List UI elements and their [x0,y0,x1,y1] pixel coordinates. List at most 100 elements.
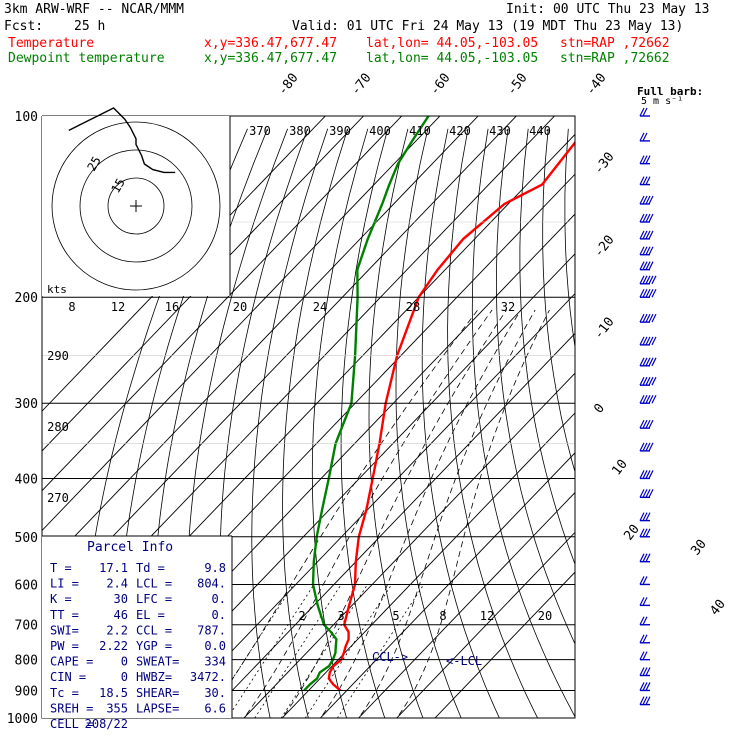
model-title: 3km ARW-WRF -- NCAR/MMM [4,2,185,17]
pressure-label: 100 [15,110,38,125]
dry-adiabat [368,128,424,718]
wind-barb [639,357,657,367]
isotherm-label: -40 [583,71,609,99]
dewpoint-legend: Dewpoint temperature [8,51,165,66]
dry-adiabat [689,129,740,731]
wind-barb [639,132,650,142]
mixing-ratio-label: 20 [538,609,552,623]
mixing-ratio-line [336,584,425,718]
valid-time: Valid: 01 UTC Fri 24 May 13 (19 MDT Thu … [292,19,684,34]
speed-label: 12 [111,300,125,314]
wind-barb [639,553,651,563]
parcel-field-name: LCL = [136,577,172,591]
theta-label: 390 [329,124,351,138]
hodograph-trace [68,107,176,174]
theta-label: 430 [489,124,511,138]
parcel-info-title: Parcel Info [87,540,173,555]
isotherm-label: -10 [591,315,617,343]
hodograph-unit: kts [47,283,67,296]
parcel-field-value: 17.1 [99,561,128,575]
parcel-field-value: 0. [212,592,226,606]
wind-barb [639,634,650,644]
dry-adiabat [628,129,740,731]
parcel-field-name: SREH = [50,701,93,715]
parcel-info-panel [42,536,232,718]
dry-adiabat [649,129,740,731]
hodograph-ring [107,177,165,235]
parcel-field-value: 2.2 [106,623,128,637]
mixing-ratio-line [227,584,315,718]
forecast-hour: 25 h [74,19,106,34]
isotherm-label: -20 [591,233,617,261]
wind-barb [639,213,654,223]
dew-station: stn=RAP ,72662 [560,51,670,66]
isotherm-label: -70 [348,71,374,99]
dry-adiabat [340,128,389,718]
speed-label: 20 [233,300,247,314]
hodograph-ring [51,121,221,291]
isotherm-label: 40 [707,597,728,619]
isotherm-line [42,116,441,532]
wind-barb [639,528,651,538]
parcel-field-value: 208/22 [85,717,128,731]
full-barb-legend: Full barb: [637,85,703,98]
dry-adiabat [495,128,575,645]
wind-barb [639,176,651,186]
isotherm-label: 20 [621,522,642,544]
parcel-field-value: 30. [204,686,226,700]
wind-barb [639,394,657,404]
dry-adiabat [251,128,329,718]
isotherm-label: -30 [591,150,617,178]
isotherm-line [42,116,517,611]
parcel-field-value: 30 [114,592,128,606]
dry-adiabat [282,128,349,718]
moist-adiabat [396,309,550,718]
parcel-field-name: TT = [50,608,79,622]
dew-latlon: lat,lon= 44.05,-103.05 [366,51,539,66]
ccl-marker: CCL-> [372,650,408,664]
mixing-ratio-label: 3 [337,609,344,623]
pressure-label: 800 [15,654,38,669]
theta-label: 280 [47,420,69,434]
mixing-ratio-label: 5 [392,609,399,623]
theta-label: 380 [289,124,311,138]
wind-barb [639,597,650,607]
parcel-field-value: 334 [204,655,226,669]
pressure-label: 300 [15,397,38,412]
wind-barb [639,246,654,256]
parcel-field-name: Td = [136,561,165,575]
chart-frame [41,115,576,719]
wind-barb [639,489,654,499]
parcel-field-value: 804. [197,577,226,591]
temperature-legend: Temperature [8,36,95,51]
lcl-marker: <-LCL [446,654,482,668]
isotherm-line [42,116,326,412]
pressure-label: 900 [15,684,38,699]
parcel-field-value: 2.4 [106,577,128,591]
init-time: Init: 00 UTC Thu 23 May 13 [506,2,710,17]
mixing-ratio-label: 12 [480,609,494,623]
parcel-field-name: CAPE = [50,655,93,669]
theta-label: 440 [529,124,551,138]
mixing-ratio-line [206,584,294,718]
temp-latlon: lat,lon= 44.05,-103.05 [366,36,539,51]
pressure-label: 400 [15,472,38,487]
wind-barb [639,651,650,661]
parcel-field-value: 0.0 [204,639,226,653]
header: 3km ARW-WRF -- NCAR/MMM Init: 00 UTC Thu… [0,0,740,70]
speed-label: 28 [406,300,420,314]
speed-label: 8 [68,300,75,314]
wind-barb [639,667,651,677]
parcel-field-name: HWBZ= [136,670,172,684]
pressure-label: 1000 [7,712,38,727]
wind-barb [639,155,651,165]
wind-barb [639,616,650,626]
dry-adiabat [395,128,462,718]
parcel-field-name: LAPSE= [136,701,179,715]
parcel-field-value: 0 [121,670,128,684]
dry-adiabat [447,128,539,718]
theta-label: 420 [449,124,471,138]
parcel-field-name: K = [50,592,72,606]
moist-adiabat [319,309,522,718]
speed-label: 32 [501,300,515,314]
